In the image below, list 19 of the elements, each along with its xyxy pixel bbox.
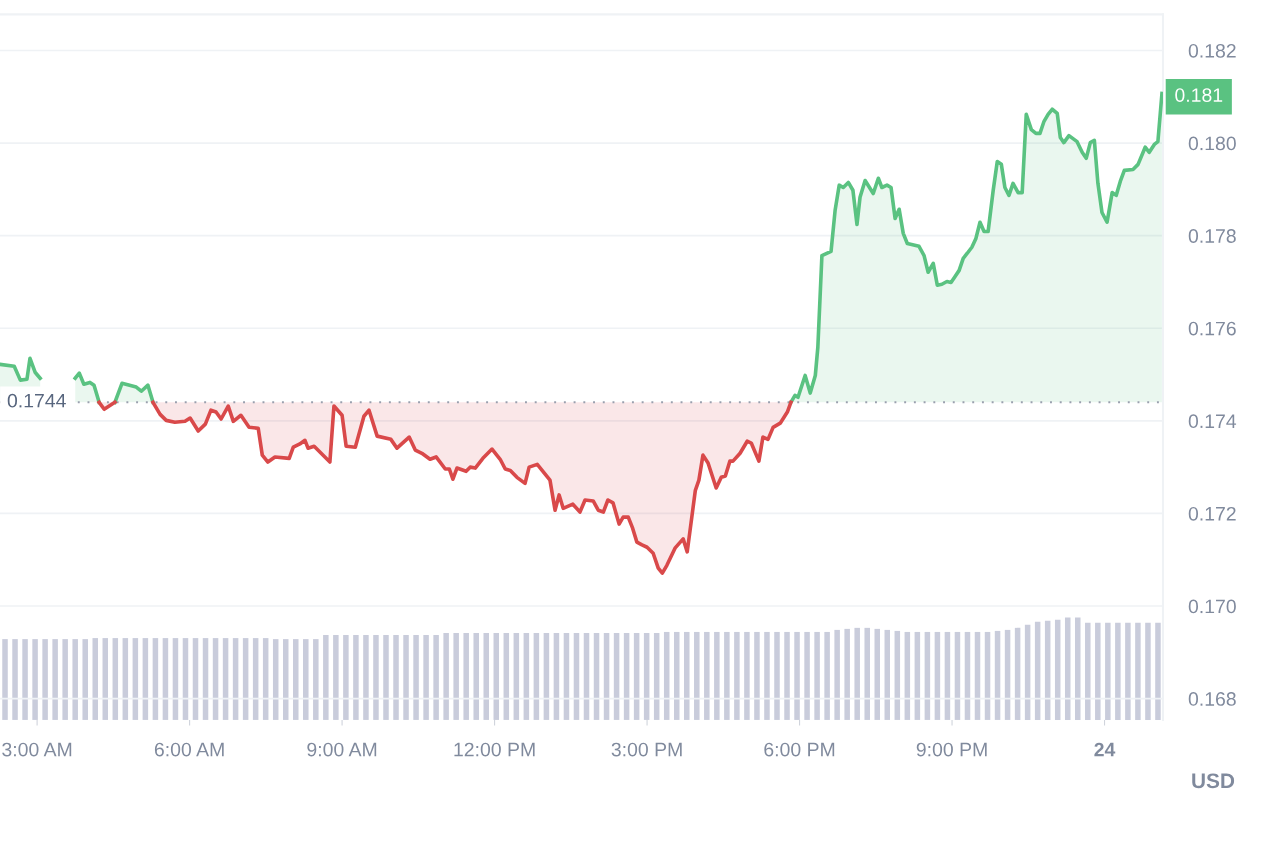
annotation: 0.181	[1175, 88, 1223, 102]
x-tick-label: 9:00 PM	[916, 742, 987, 757]
x-tick-label: 24	[1094, 742, 1116, 757]
x-tick-label: 6:00 PM	[764, 742, 835, 757]
y-axis-title: USD	[1192, 773, 1235, 789]
x-tick-label: 3:00 PM	[611, 742, 682, 757]
y-tick-label: 0.174	[1188, 414, 1237, 429]
x-tick-label: 9:00 AM	[307, 742, 377, 757]
y-tick-label: 0.178	[1188, 229, 1236, 243]
y-tick-label: 0.180	[1188, 136, 1236, 151]
y-tick-label: 0.182	[1188, 43, 1236, 58]
y-tick-label: 0.170	[1188, 599, 1236, 614]
ref-line-label: 0.1744	[7, 393, 66, 408]
x-tick-label: 12:00 PM	[454, 742, 535, 757]
x-tick-label: 3:00 AM	[2, 742, 72, 757]
y-tick-label: 0.176	[1188, 321, 1236, 336]
y-tick-label: 0.168	[1188, 692, 1236, 706]
y-tick-label: 0.172	[1188, 506, 1236, 521]
x-tick-label: 6:00 AM	[154, 742, 224, 757]
